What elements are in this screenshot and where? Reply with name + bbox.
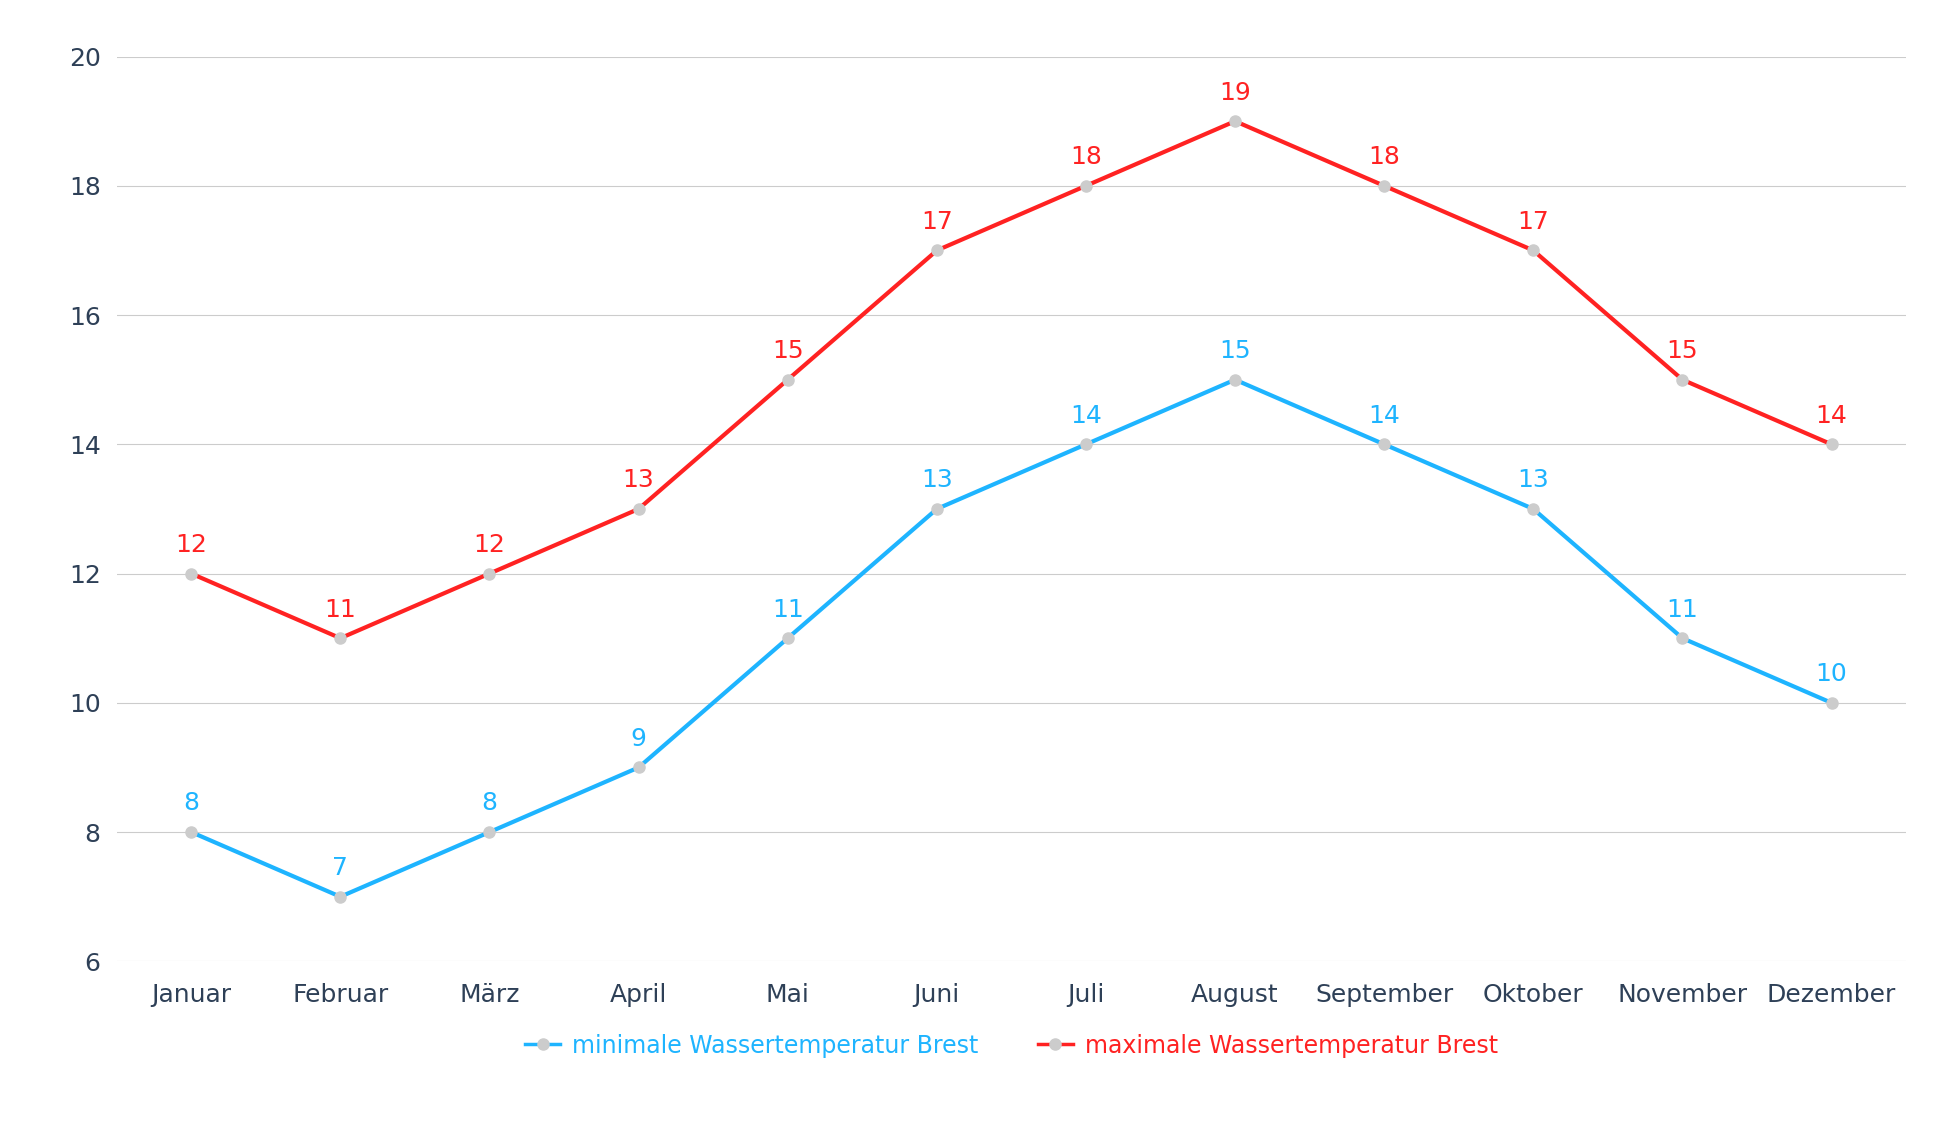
Text: 12: 12 bbox=[175, 533, 208, 556]
Text: 14: 14 bbox=[1070, 404, 1103, 428]
minimale Wassertemperatur Brest bbox=[1521, 502, 1544, 516]
minimale Wassertemperatur Brest bbox=[1223, 373, 1247, 387]
maximale Wassertemperatur Brest bbox=[1223, 114, 1247, 128]
Text: 17: 17 bbox=[922, 209, 953, 234]
maximale Wassertemperatur Brest bbox=[329, 631, 352, 645]
Text: 11: 11 bbox=[772, 597, 803, 622]
maximale Wassertemperatur Brest bbox=[1373, 179, 1397, 192]
minimale Wassertemperatur Brest bbox=[329, 890, 352, 904]
maximale Wassertemperatur Brest bbox=[776, 373, 799, 387]
Line: maximale Wassertemperatur Brest: maximale Wassertemperatur Brest bbox=[185, 115, 1838, 644]
minimale Wassertemperatur Brest bbox=[626, 761, 650, 775]
Legend: minimale Wassertemperatur Brest, maximale Wassertemperatur Brest: minimale Wassertemperatur Brest, maximal… bbox=[515, 1025, 1507, 1068]
minimale Wassertemperatur Brest bbox=[1821, 696, 1844, 709]
Text: 14: 14 bbox=[1367, 404, 1400, 428]
minimale Wassertemperatur Brest bbox=[926, 502, 949, 516]
Text: 11: 11 bbox=[325, 597, 356, 622]
Text: 13: 13 bbox=[622, 468, 654, 492]
maximale Wassertemperatur Brest bbox=[179, 567, 202, 580]
Text: 8: 8 bbox=[482, 792, 498, 815]
Text: 13: 13 bbox=[922, 468, 953, 492]
Text: 13: 13 bbox=[1517, 468, 1548, 492]
Text: 14: 14 bbox=[1815, 404, 1848, 428]
Text: 9: 9 bbox=[630, 727, 646, 751]
Text: 15: 15 bbox=[1220, 339, 1251, 363]
maximale Wassertemperatur Brest bbox=[478, 567, 502, 580]
Text: 7: 7 bbox=[333, 856, 348, 880]
maximale Wassertemperatur Brest bbox=[1671, 373, 1694, 387]
Text: 8: 8 bbox=[183, 792, 198, 815]
maximale Wassertemperatur Brest bbox=[626, 502, 650, 516]
Text: 11: 11 bbox=[1667, 597, 1698, 622]
Text: 18: 18 bbox=[1070, 145, 1103, 170]
minimale Wassertemperatur Brest bbox=[1074, 438, 1097, 451]
Text: 18: 18 bbox=[1367, 145, 1400, 170]
minimale Wassertemperatur Brest bbox=[776, 631, 799, 645]
Text: 19: 19 bbox=[1220, 80, 1251, 104]
Text: 12: 12 bbox=[473, 533, 506, 556]
Text: 10: 10 bbox=[1817, 662, 1848, 687]
Text: 17: 17 bbox=[1517, 209, 1548, 234]
maximale Wassertemperatur Brest bbox=[926, 243, 949, 257]
maximale Wassertemperatur Brest bbox=[1074, 179, 1097, 192]
minimale Wassertemperatur Brest bbox=[1671, 631, 1694, 645]
maximale Wassertemperatur Brest bbox=[1521, 243, 1544, 257]
Text: 15: 15 bbox=[1667, 339, 1698, 363]
Text: 15: 15 bbox=[772, 339, 803, 363]
Line: minimale Wassertemperatur Brest: minimale Wassertemperatur Brest bbox=[185, 374, 1838, 903]
minimale Wassertemperatur Brest bbox=[179, 826, 202, 839]
minimale Wassertemperatur Brest bbox=[478, 826, 502, 839]
maximale Wassertemperatur Brest bbox=[1821, 438, 1844, 451]
minimale Wassertemperatur Brest bbox=[1373, 438, 1397, 451]
